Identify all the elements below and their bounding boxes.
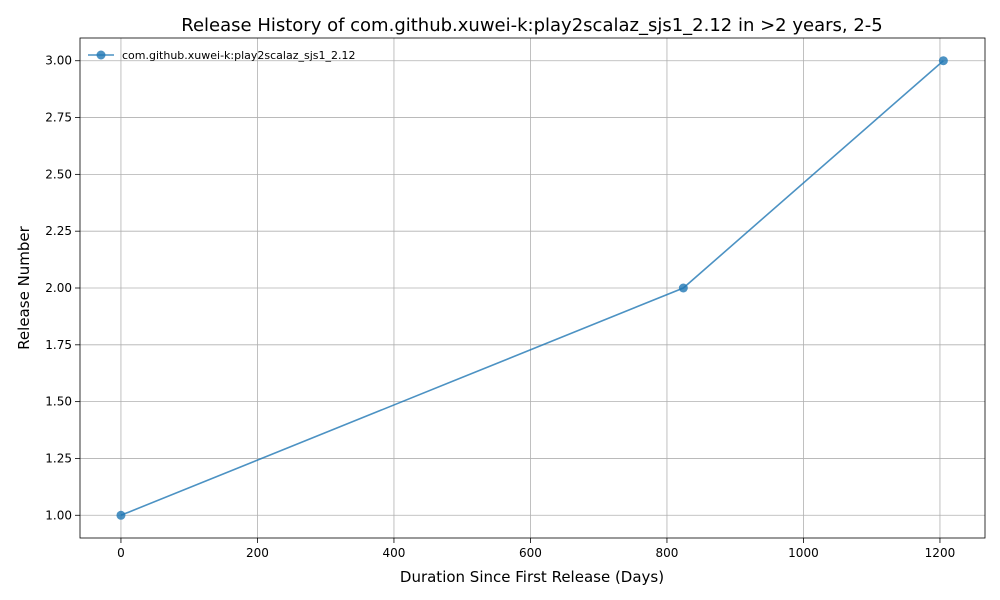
y-tick-label: 1.25 xyxy=(45,451,72,465)
x-tick-label: 1200 xyxy=(925,546,956,560)
y-tick-label: 2.50 xyxy=(45,167,72,181)
y-tick-label: 2.00 xyxy=(45,281,72,295)
tick-layer: 0 200 400 600 800 1000 1200 1.00 1.25 1.50 1.75 2.0… xyxy=(45,54,955,560)
y-tick-label: 2.25 xyxy=(45,224,72,238)
series-layer xyxy=(116,56,948,520)
x-tick-label: 600 xyxy=(519,546,542,560)
data-point xyxy=(116,510,126,520)
x-tick-label: 800 xyxy=(656,546,679,560)
y-tick-label: 2.75 xyxy=(45,111,72,125)
legend-marker-icon xyxy=(96,50,106,60)
legend-series-label: com.github.xuwei-k:play2scalaz_sjs1_2.12 xyxy=(122,49,356,62)
x-tick-label: 1000 xyxy=(788,546,819,560)
grid-layer xyxy=(80,38,985,538)
x-tick-label: 400 xyxy=(382,546,405,560)
y-tick-label: 1.75 xyxy=(45,338,72,352)
chart-title: Release History of com.github.xuwei-k:pl… xyxy=(181,15,882,36)
y-tick-label: 1.00 xyxy=(45,508,72,522)
legend: com.github.xuwei-k:play2scalaz_sjs1_2.12 xyxy=(88,49,356,62)
x-axis-label: Duration Since First Release (Days) xyxy=(400,568,664,586)
data-point xyxy=(938,56,948,66)
x-tick-label: 0 xyxy=(117,546,125,560)
y-axis-label: Release Number xyxy=(15,225,33,349)
y-tick-label: 3.00 xyxy=(45,54,72,68)
y-tick-label: 1.50 xyxy=(45,395,72,409)
x-tick-label: 200 xyxy=(246,546,269,560)
data-point xyxy=(678,283,688,293)
